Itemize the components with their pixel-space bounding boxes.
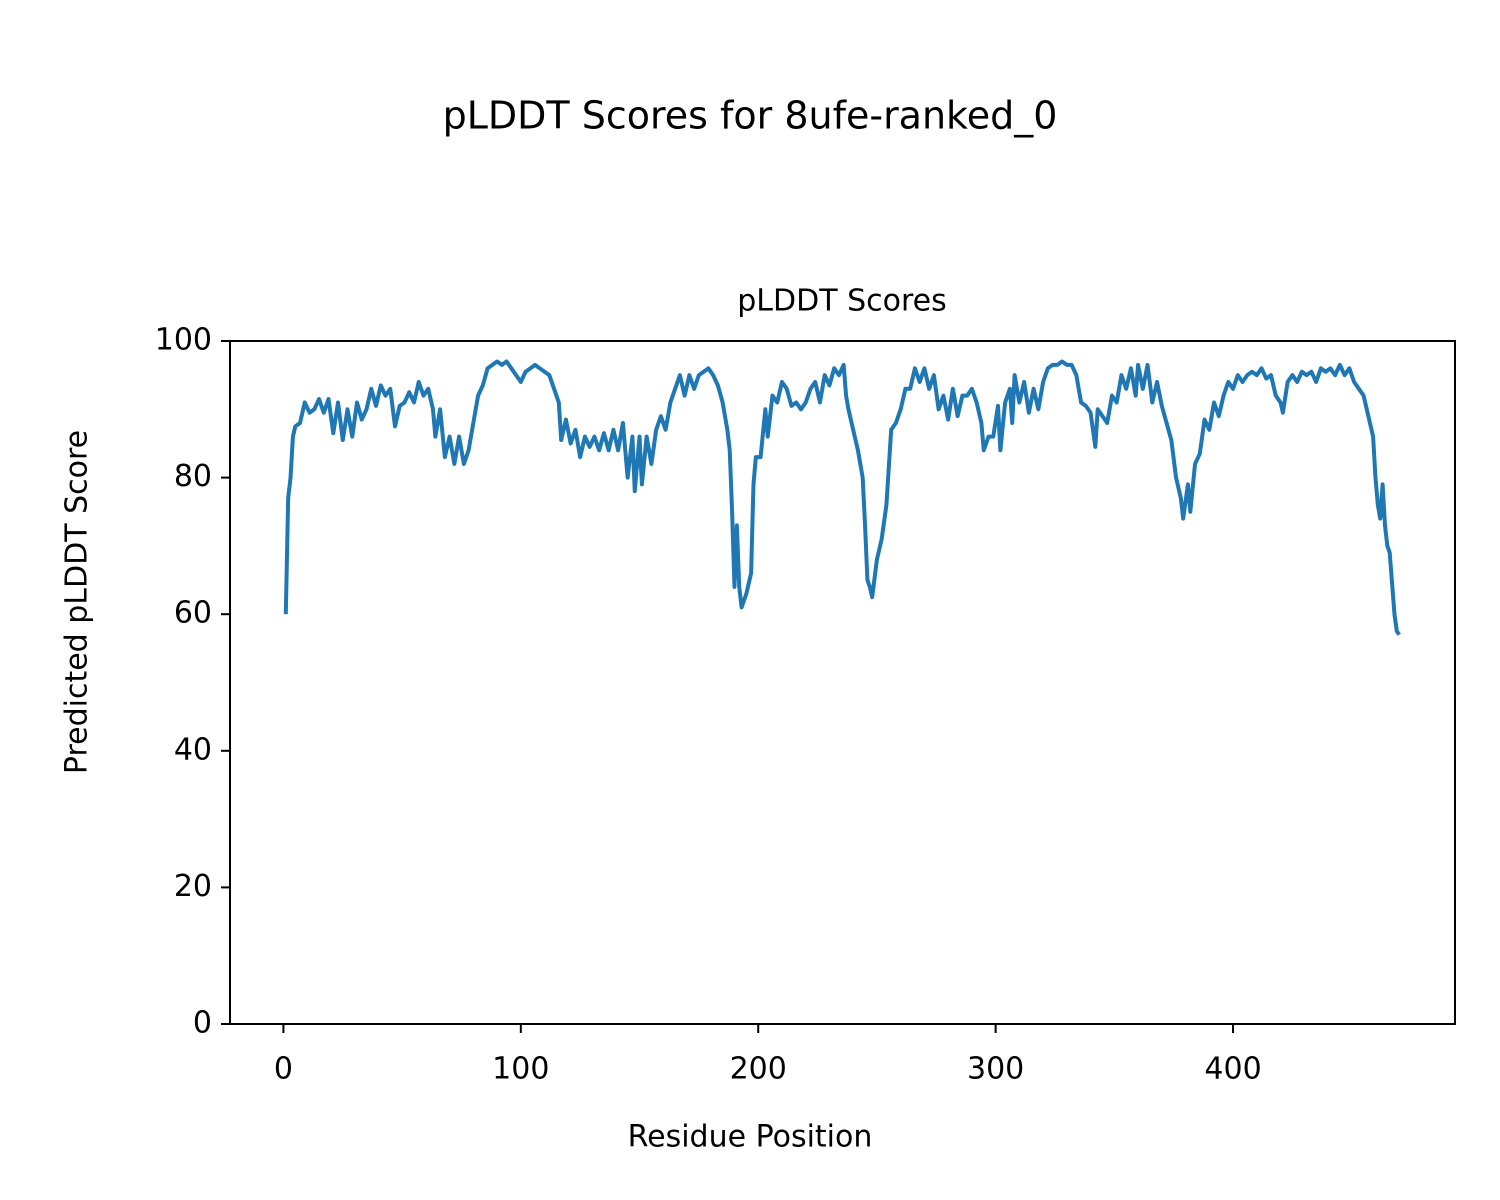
x-tick-label: 200 xyxy=(730,1052,787,1087)
plot-frame xyxy=(229,340,1456,1025)
x-tick-label: 400 xyxy=(1204,1052,1261,1087)
y-tick-label: 60 xyxy=(174,596,212,631)
y-tick-label: 40 xyxy=(174,732,212,767)
x-tick-label: 100 xyxy=(492,1052,549,1087)
chart-title: pLDDT Scores xyxy=(737,284,946,319)
x-tick-label: 0 xyxy=(274,1052,293,1087)
y-tick-label: 0 xyxy=(193,1006,212,1041)
x-tick-label: 300 xyxy=(967,1052,1024,1087)
y-tick-label: 20 xyxy=(174,869,212,904)
y-axis-label: Predicted pLDDT Score xyxy=(60,430,95,774)
suptitle: pLDDT Scores for 8ufe-ranked_0 xyxy=(443,94,1058,138)
y-tick-label: 100 xyxy=(155,323,212,358)
x-axis-label: Residue Position xyxy=(628,1120,873,1155)
y-tick-label: 80 xyxy=(174,459,212,494)
data-line xyxy=(283,359,1401,636)
